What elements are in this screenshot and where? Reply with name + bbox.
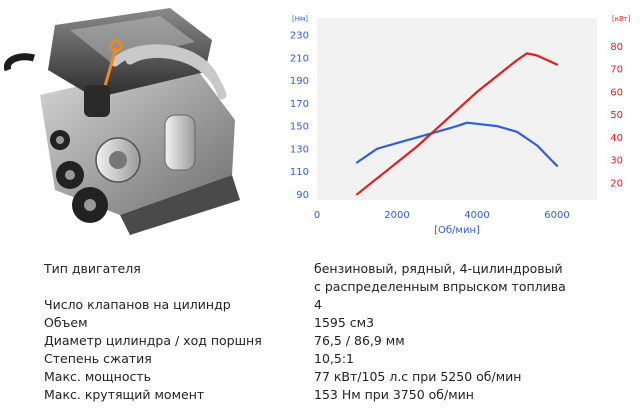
spec-label: Объем bbox=[44, 315, 88, 330]
spec-label: Число клапанов на цилиндр bbox=[44, 297, 231, 312]
spec-label: Макс. крутящий момент bbox=[44, 387, 205, 402]
spec-label: Степень сжатия bbox=[44, 351, 152, 366]
y-right-tick-label: 70 bbox=[610, 65, 623, 76]
spec-value: 4 bbox=[314, 297, 322, 312]
y-right-ticks: 20 30 40 50 60 70 80 bbox=[610, 42, 623, 190]
y-left-ticks: 90 110 130 150 170 190 210 230 bbox=[290, 31, 309, 201]
spec-value: 153 Нм при 3750 об/мин bbox=[314, 387, 474, 402]
torque-power-chart: 90 110 130 150 170 190 210 230 20 30 40 50 60 70 80 0… bbox=[270, 0, 640, 245]
y-right-tick-label: 80 bbox=[610, 42, 623, 53]
y-right-tick-label: 50 bbox=[610, 110, 623, 121]
y-right-tick-label: 30 bbox=[610, 156, 623, 167]
spec-value: 10,5:1 bbox=[314, 351, 354, 366]
x-tick-label: 4000 bbox=[464, 210, 489, 221]
y-left-axis-label: [Нм] bbox=[292, 15, 308, 23]
y-left-tick-label: 130 bbox=[290, 144, 309, 155]
torque-series-line bbox=[355, 121, 559, 167]
spec-value: бензиновый, рядный, 4-цилиндровый bbox=[314, 261, 563, 276]
y-right-tick-label: 20 bbox=[610, 178, 623, 189]
x-tick-label: 2000 bbox=[384, 210, 409, 221]
power-series-line bbox=[355, 52, 559, 196]
x-axis-label: [Об/мин] bbox=[434, 225, 480, 236]
y-left-tick-label: 190 bbox=[290, 76, 309, 87]
y-right-tick-label: 60 bbox=[610, 87, 623, 98]
y-left-tick-label: 150 bbox=[290, 122, 309, 133]
y-left-tick-label: 110 bbox=[290, 167, 309, 178]
y-left-tick-label: 90 bbox=[296, 190, 309, 201]
x-tick-label: 0 bbox=[314, 210, 320, 221]
spec-value: 76,5 / 86,9 мм bbox=[314, 333, 405, 348]
series-layer bbox=[355, 52, 559, 196]
y-right-axis-label: [кВт] bbox=[612, 15, 631, 23]
spec-label: Диаметр цилиндра / ход поршня bbox=[44, 333, 262, 348]
spec-value: с распределенным впрыском топлива bbox=[314, 279, 566, 294]
x-ticks: 0 2000 4000 6000 bbox=[314, 210, 570, 221]
spec-value: 1595 см3 bbox=[314, 315, 375, 330]
x-tick-label: 6000 bbox=[544, 210, 569, 221]
spec-value: 77 кВт/105 л.с при 5250 об/мин bbox=[314, 369, 522, 384]
y-left-tick-label: 170 bbox=[290, 99, 309, 110]
y-left-tick-label: 210 bbox=[290, 53, 309, 64]
y-right-tick-label: 40 bbox=[610, 133, 623, 144]
spec-label: Тип двигателя bbox=[44, 261, 141, 276]
y-left-tick-label: 230 bbox=[290, 31, 309, 42]
spec-label: Макс. мощность bbox=[44, 369, 152, 384]
engine-illustration bbox=[3, 8, 240, 235]
